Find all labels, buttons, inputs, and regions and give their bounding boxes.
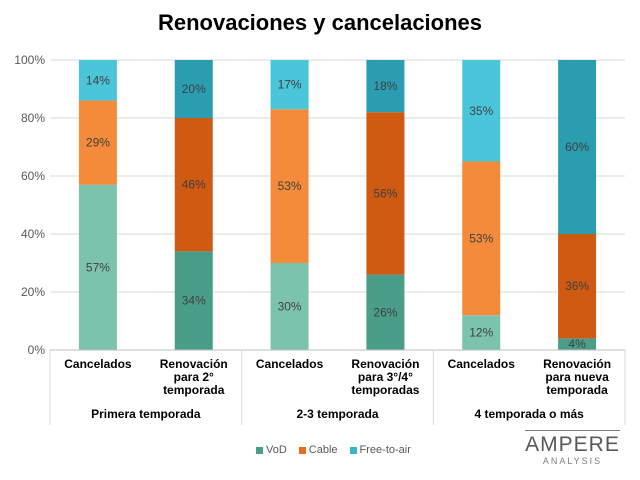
y-tick-label: 60% (21, 169, 45, 183)
category-label: Cancelados (256, 357, 324, 371)
data-label: 26% (373, 305, 397, 319)
logo-sub-text: ANALYSIS (542, 456, 603, 466)
bar-segment-free-to-air (558, 60, 597, 234)
legend-label-free-to-air: Free-to-air (359, 444, 411, 456)
data-label: 14% (86, 73, 110, 87)
data-label: 53% (278, 179, 302, 193)
category-label: Renovación para 3°/4° temporadas (351, 357, 419, 397)
bar-segment-vod (174, 251, 213, 350)
ampere-analysis-logo: AMPERE ANALYSIS (525, 430, 620, 466)
bar-segment-free-to-air (78, 60, 117, 101)
data-label: 18% (373, 79, 397, 93)
y-tick-label: 20% (21, 285, 45, 299)
group-label: 4 temporada o más (474, 407, 584, 421)
bar-segment-vod (462, 315, 501, 350)
legend-item-free-to-air: Free-to-air (349, 444, 411, 456)
data-label: 56% (373, 186, 397, 200)
data-label: 34% (182, 294, 206, 308)
logo-rule (525, 430, 620, 431)
data-label: 35% (469, 104, 493, 118)
data-label: 57% (86, 260, 110, 274)
legend: VoD Cable Free-to-air (256, 444, 411, 456)
group-label: Primera temporada (91, 407, 201, 421)
data-label: 60% (565, 140, 589, 154)
bar-segment-free-to-air (462, 60, 501, 162)
y-tick-label: 80% (21, 111, 45, 125)
data-label: 30% (278, 300, 302, 314)
bar-segment-cable (78, 100, 117, 185)
data-label: 4% (568, 337, 586, 351)
data-label: 20% (182, 82, 206, 96)
bar-segment-vod (270, 263, 309, 350)
chart-title: Renovaciones y cancelaciones (157, 10, 483, 35)
logo-main-text: AMPERE (525, 433, 620, 456)
bar-segment-cable (270, 109, 309, 263)
bar-segment-free-to-air (270, 60, 309, 110)
bar-segment-cable (366, 112, 405, 275)
data-label: 53% (469, 231, 493, 245)
data-label: 46% (182, 178, 206, 192)
bar-segment-cable (462, 161, 501, 316)
legend-swatch-vod (256, 446, 263, 454)
y-tick-label: 40% (21, 227, 45, 241)
bar-segment-vod (366, 274, 405, 350)
bar-segment-free-to-air (174, 60, 213, 118)
bar-segment-cable (558, 234, 597, 339)
legend-label-cable: Cable (308, 444, 338, 456)
legend-label-vod: VoD (266, 444, 287, 456)
y-tick-label: 100% (14, 53, 45, 67)
bar-segment-cable (174, 118, 213, 252)
bar-segment-vod (78, 184, 117, 350)
category-label: Renovación para 2° temporada (160, 357, 228, 397)
legend-swatch-free-to-air (349, 446, 357, 454)
category-label: Cancelados (448, 357, 516, 371)
legend-swatch-cable (298, 446, 306, 454)
y-tick-label: 0% (28, 343, 46, 357)
group-label: 2-3 temporada (296, 407, 378, 421)
bar-segment-vod (558, 338, 597, 350)
data-label: 29% (86, 136, 110, 150)
category-label: Cancelados (64, 357, 132, 371)
legend-item-cable: Cable (298, 444, 338, 456)
data-label: 12% (469, 326, 493, 340)
category-label: Renovación para nueva temporada (543, 357, 611, 397)
legend-item-vod: VoD (256, 444, 287, 456)
data-label: 17% (278, 78, 302, 92)
bar-segment-free-to-air (366, 60, 405, 113)
data-label: 36% (565, 279, 589, 293)
